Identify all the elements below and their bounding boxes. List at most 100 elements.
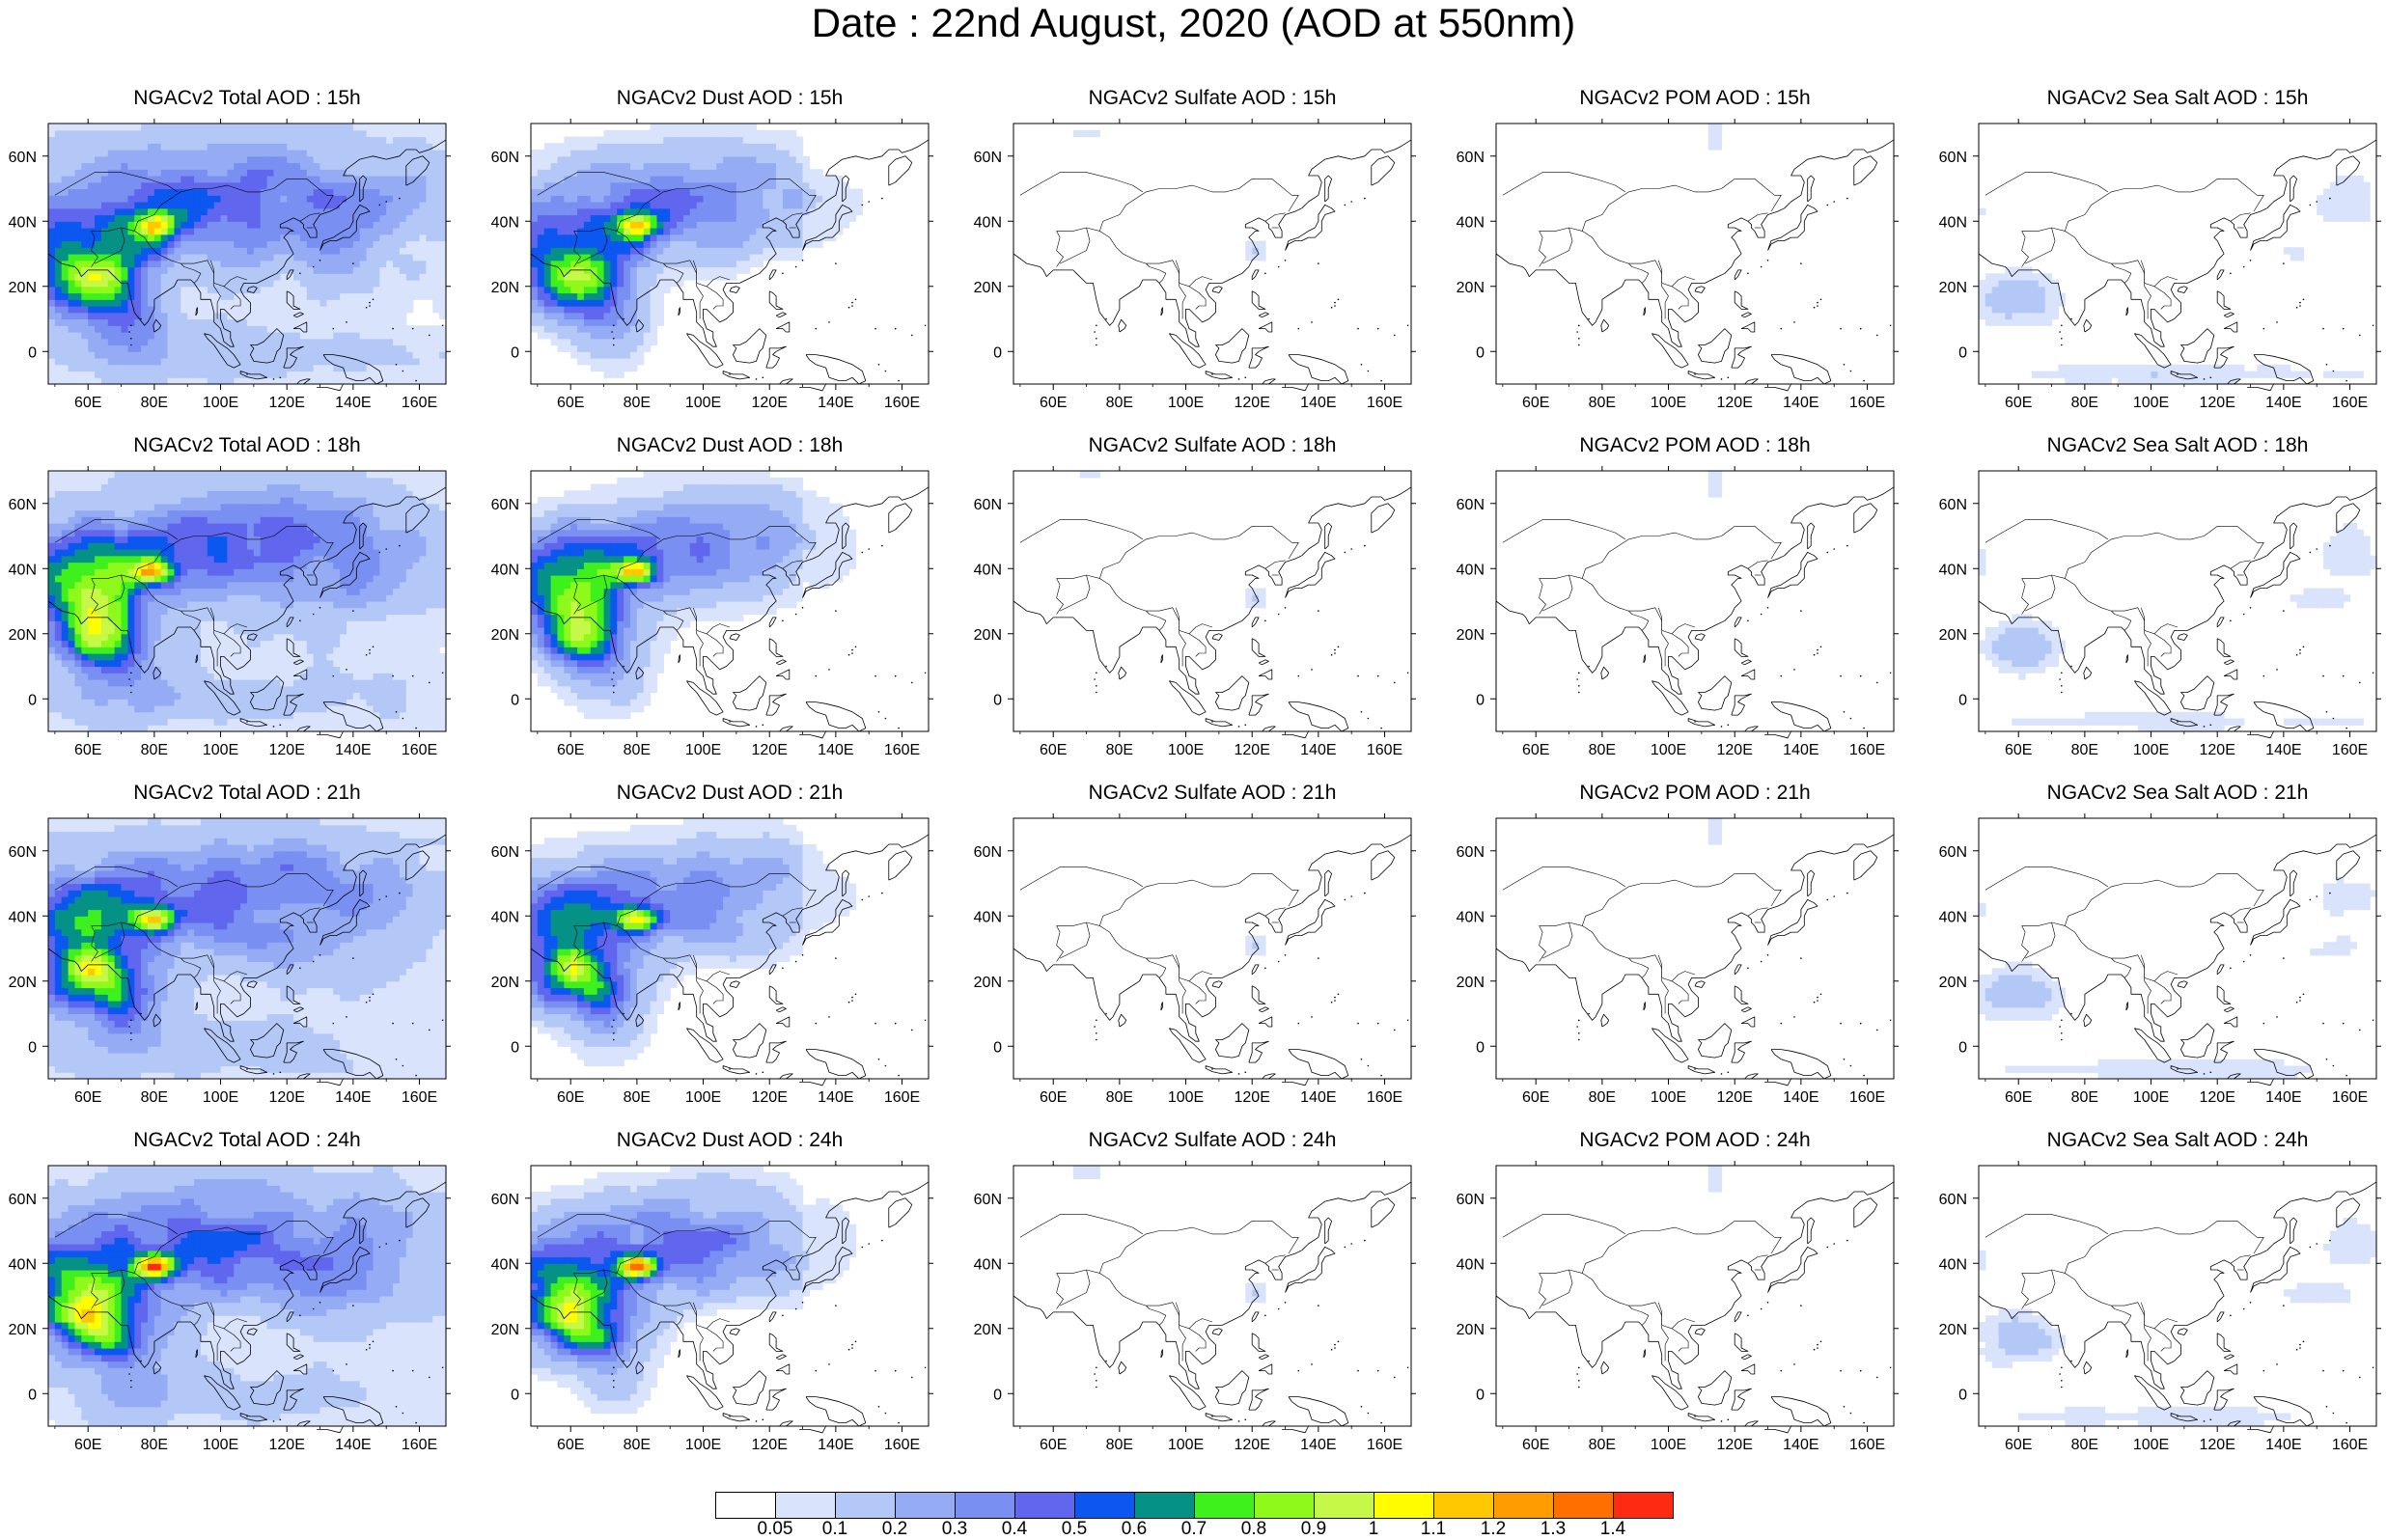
aod-cell: [842, 207, 850, 216]
aod-cell: [100, 679, 109, 687]
aod-cell: [100, 351, 109, 359]
aod-cell: [829, 202, 837, 209]
aod-cell: [749, 221, 758, 229]
aod-cell: [88, 673, 96, 680]
aod-cell: [141, 254, 149, 261]
aod-cell: [293, 371, 301, 378]
aod-cell: [61, 286, 69, 294]
aod-cell: [682, 240, 691, 248]
aod-cell: [81, 614, 89, 621]
aod-cell: [306, 188, 315, 196]
aod-cell: [333, 247, 341, 255]
island: [1578, 338, 1580, 340]
aod-cell: [240, 332, 248, 340]
aod-cell: [134, 490, 142, 498]
aod-cell: [696, 202, 705, 209]
aod-cell: [187, 129, 195, 138]
aod-cell: [763, 228, 770, 235]
aod-cell: [160, 150, 169, 157]
aod-cell: [148, 188, 155, 196]
aod-cell: [68, 516, 76, 524]
island: [884, 370, 887, 372]
aod-cell: [1707, 124, 1716, 131]
aod-cell: [2283, 247, 2291, 255]
aod-cell: [2356, 188, 2364, 196]
aod-cell: [167, 143, 176, 151]
aod-cell: [127, 711, 135, 720]
border: [91, 179, 334, 232]
aod-cell: [432, 306, 440, 314]
aod-cell: [220, 286, 228, 294]
aod-cell: [723, 254, 731, 261]
aod-cell: [81, 207, 89, 216]
aod-cell: [220, 221, 228, 229]
aod-cell: [107, 155, 116, 164]
island: [1859, 327, 1862, 330]
aod-cell: [74, 351, 82, 359]
aod-cell: [306, 371, 315, 378]
aod-cell: [643, 247, 652, 255]
aod-cell: [636, 344, 645, 352]
aod-cell: [2012, 306, 2019, 314]
aod-cell: [412, 214, 421, 222]
aod-cell: [829, 221, 837, 229]
aod-cell: [313, 377, 321, 385]
aod-cell: [603, 234, 611, 242]
aod-cell: [95, 299, 102, 307]
aod-cell: [564, 214, 571, 222]
aod-cell: [187, 240, 195, 248]
aod-cell: [306, 207, 315, 216]
aod-cell: [74, 155, 82, 164]
aod-cell: [81, 344, 89, 352]
aod-cell: [2323, 371, 2331, 378]
island: [1406, 324, 1409, 327]
aod-cell: [624, 150, 631, 157]
aod-cell: [253, 162, 262, 170]
aod-cell: [148, 228, 155, 235]
aod-cell: [630, 358, 638, 366]
aod-cell: [656, 318, 664, 326]
aod-cell: [2025, 280, 2033, 288]
aod-cell: [74, 371, 82, 378]
aod-cell: [273, 176, 281, 183]
lon-tick-label: 100E: [2133, 395, 2169, 411]
aod-cell: [379, 371, 387, 378]
aod-cell: [610, 234, 618, 242]
aod-cell: [603, 176, 611, 183]
aod-cell: [121, 620, 128, 628]
aod-cell: [405, 181, 414, 190]
aod-cell: [564, 228, 571, 235]
aod-cell: [293, 124, 301, 131]
aod-cell: [432, 124, 440, 131]
aod-cell: [220, 188, 228, 196]
aod-cell: [227, 202, 235, 209]
aod-cell: [835, 188, 844, 196]
aod-cell: [723, 221, 731, 229]
aod-cell: [848, 214, 857, 222]
aod-cell: [630, 306, 638, 314]
aod-cell: [650, 136, 658, 144]
aod-cell: [656, 129, 664, 138]
aod-cell: [340, 181, 347, 190]
aod-cell: [756, 207, 763, 216]
aod-cell: [48, 234, 56, 242]
aod-cell: [174, 371, 181, 378]
aod-cell: [723, 162, 731, 170]
aod-cell: [333, 266, 341, 274]
aod-cell: [2124, 364, 2132, 372]
aod-cell: [531, 221, 539, 229]
aod-cell: [74, 306, 82, 314]
aod-cell: [187, 344, 195, 352]
aod-cell: [299, 202, 308, 209]
aod-cell: [88, 234, 96, 242]
aod-cell: [709, 247, 717, 255]
aod-cell: [313, 221, 321, 229]
aod-cell: [610, 254, 618, 261]
aod-cell: [81, 169, 89, 177]
aod-cell: [95, 155, 102, 164]
aod-cell: [127, 581, 135, 590]
aod-cell: [373, 280, 380, 288]
aod-cell: [121, 181, 128, 190]
aod-cell: [2097, 371, 2106, 378]
aod-cell: [260, 195, 268, 203]
